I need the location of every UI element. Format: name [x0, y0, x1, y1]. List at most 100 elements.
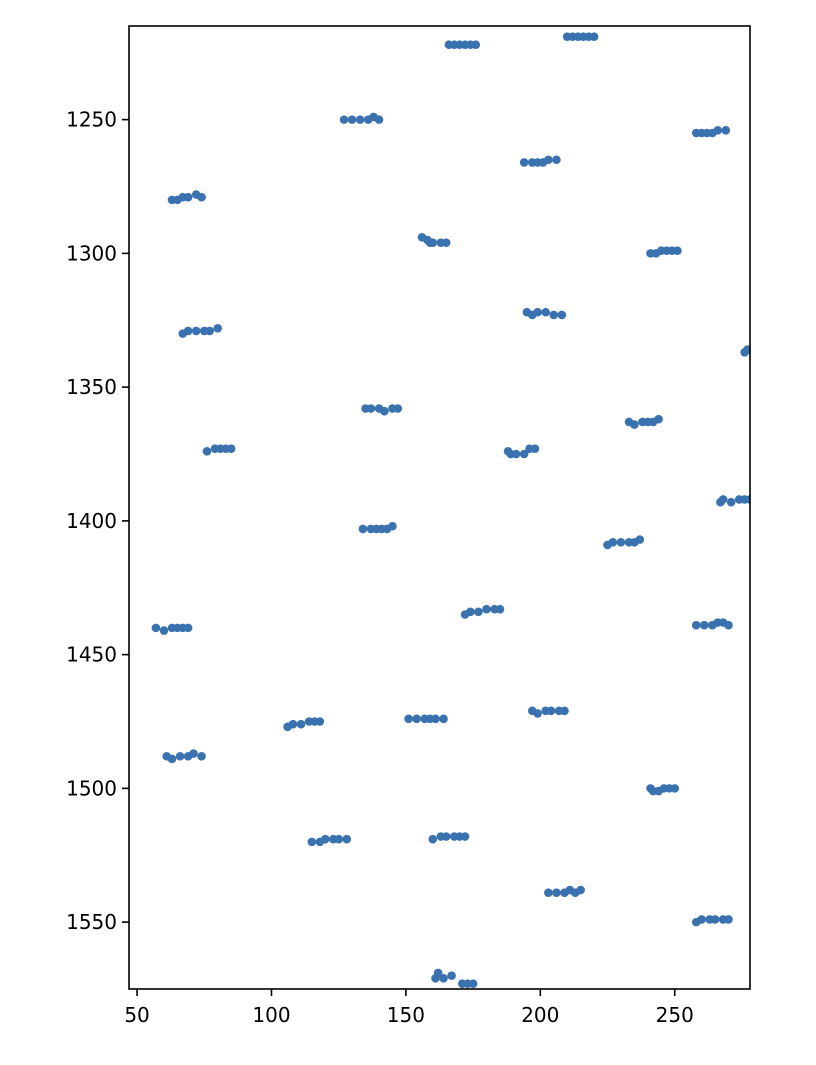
data-point [533, 709, 542, 718]
data-point [441, 832, 451, 841]
data-point [608, 537, 618, 547]
data-point [439, 714, 448, 724]
data-point [670, 784, 680, 793]
x-tick-label: 100 [252, 1003, 290, 1027]
data-point [635, 535, 645, 544]
data-point [533, 307, 542, 317]
data-point [183, 192, 193, 202]
data-point [175, 751, 185, 761]
data-point [393, 404, 403, 413]
data-point [358, 524, 368, 534]
data-point [320, 834, 330, 844]
axis-ticks: 50 100 150 200 250 1250 1300 1350 1400 1450 1500 15… [66, 108, 694, 1027]
data-point [296, 719, 306, 729]
data-point [673, 246, 682, 255]
data-point [745, 345, 750, 354]
data-point [589, 32, 599, 41]
data-point [380, 406, 389, 416]
data-point [654, 414, 663, 424]
data-point [552, 888, 561, 897]
data-point [745, 495, 750, 504]
data-point [428, 238, 438, 247]
data-point [576, 885, 585, 895]
data-point [342, 834, 352, 844]
y-tick-label: 1450 [66, 643, 117, 667]
data-point [388, 521, 397, 531]
data-point [213, 323, 223, 333]
data-point [374, 115, 384, 124]
data-point [544, 888, 553, 897]
data-point [474, 607, 483, 617]
y-tick-label: 1500 [66, 776, 117, 800]
data-point [197, 192, 206, 202]
data-point [167, 754, 177, 764]
data-point [616, 537, 626, 547]
data-point [202, 447, 212, 456]
x-tick-label: 50 [124, 1003, 149, 1027]
y-tick-label: 1350 [66, 375, 117, 399]
data-point [724, 620, 733, 630]
data-point [482, 604, 491, 614]
plot-frame [128, 25, 751, 990]
data-point [541, 307, 550, 317]
data-point [552, 155, 561, 165]
data-point [412, 714, 421, 724]
data-point [226, 444, 236, 453]
data-point [721, 126, 731, 135]
data-point [519, 158, 529, 167]
data-point [433, 968, 443, 978]
data-point [713, 126, 723, 135]
data-point [183, 623, 193, 633]
data-point [718, 495, 728, 504]
data-points [151, 32, 750, 988]
data-point [189, 749, 198, 758]
data-point [441, 238, 451, 247]
data-point [159, 626, 169, 635]
data-point [205, 326, 214, 336]
data-point [471, 40, 481, 50]
x-tick-label: 200 [521, 1003, 559, 1027]
x-tick-label: 250 [656, 1003, 694, 1027]
data-point [334, 834, 343, 844]
data-point [428, 834, 438, 844]
data-point [404, 714, 413, 724]
data-point [315, 717, 325, 726]
data-point [339, 115, 349, 124]
data-point [439, 974, 448, 983]
data-point [466, 607, 475, 617]
data-point [544, 155, 553, 165]
y-tick-label: 1250 [66, 108, 117, 132]
data-point [347, 115, 357, 124]
data-point [511, 449, 521, 459]
data-point [549, 310, 559, 320]
data-point [697, 915, 706, 924]
data-point [630, 420, 639, 429]
y-tick-label: 1400 [66, 509, 117, 533]
data-point [700, 620, 709, 630]
y-tick-label: 1550 [66, 910, 117, 934]
data-point [710, 915, 720, 924]
data-point [560, 706, 569, 716]
data-point [355, 115, 365, 124]
data-point [288, 719, 298, 729]
data-point [183, 326, 193, 336]
data-point [691, 620, 701, 630]
y-tick-label: 1300 [66, 241, 117, 265]
data-point [151, 623, 161, 633]
data-point [726, 497, 736, 507]
data-point [447, 971, 456, 980]
data-point [191, 326, 201, 336]
data-point [468, 979, 478, 988]
x-tick-label: 150 [387, 1003, 425, 1027]
data-point [366, 404, 376, 413]
data-point [495, 604, 505, 614]
data-point [557, 310, 567, 320]
data-point [460, 832, 470, 841]
data-point [431, 714, 440, 724]
data-point [546, 706, 556, 716]
data-point [724, 915, 733, 924]
data-point [530, 444, 540, 453]
